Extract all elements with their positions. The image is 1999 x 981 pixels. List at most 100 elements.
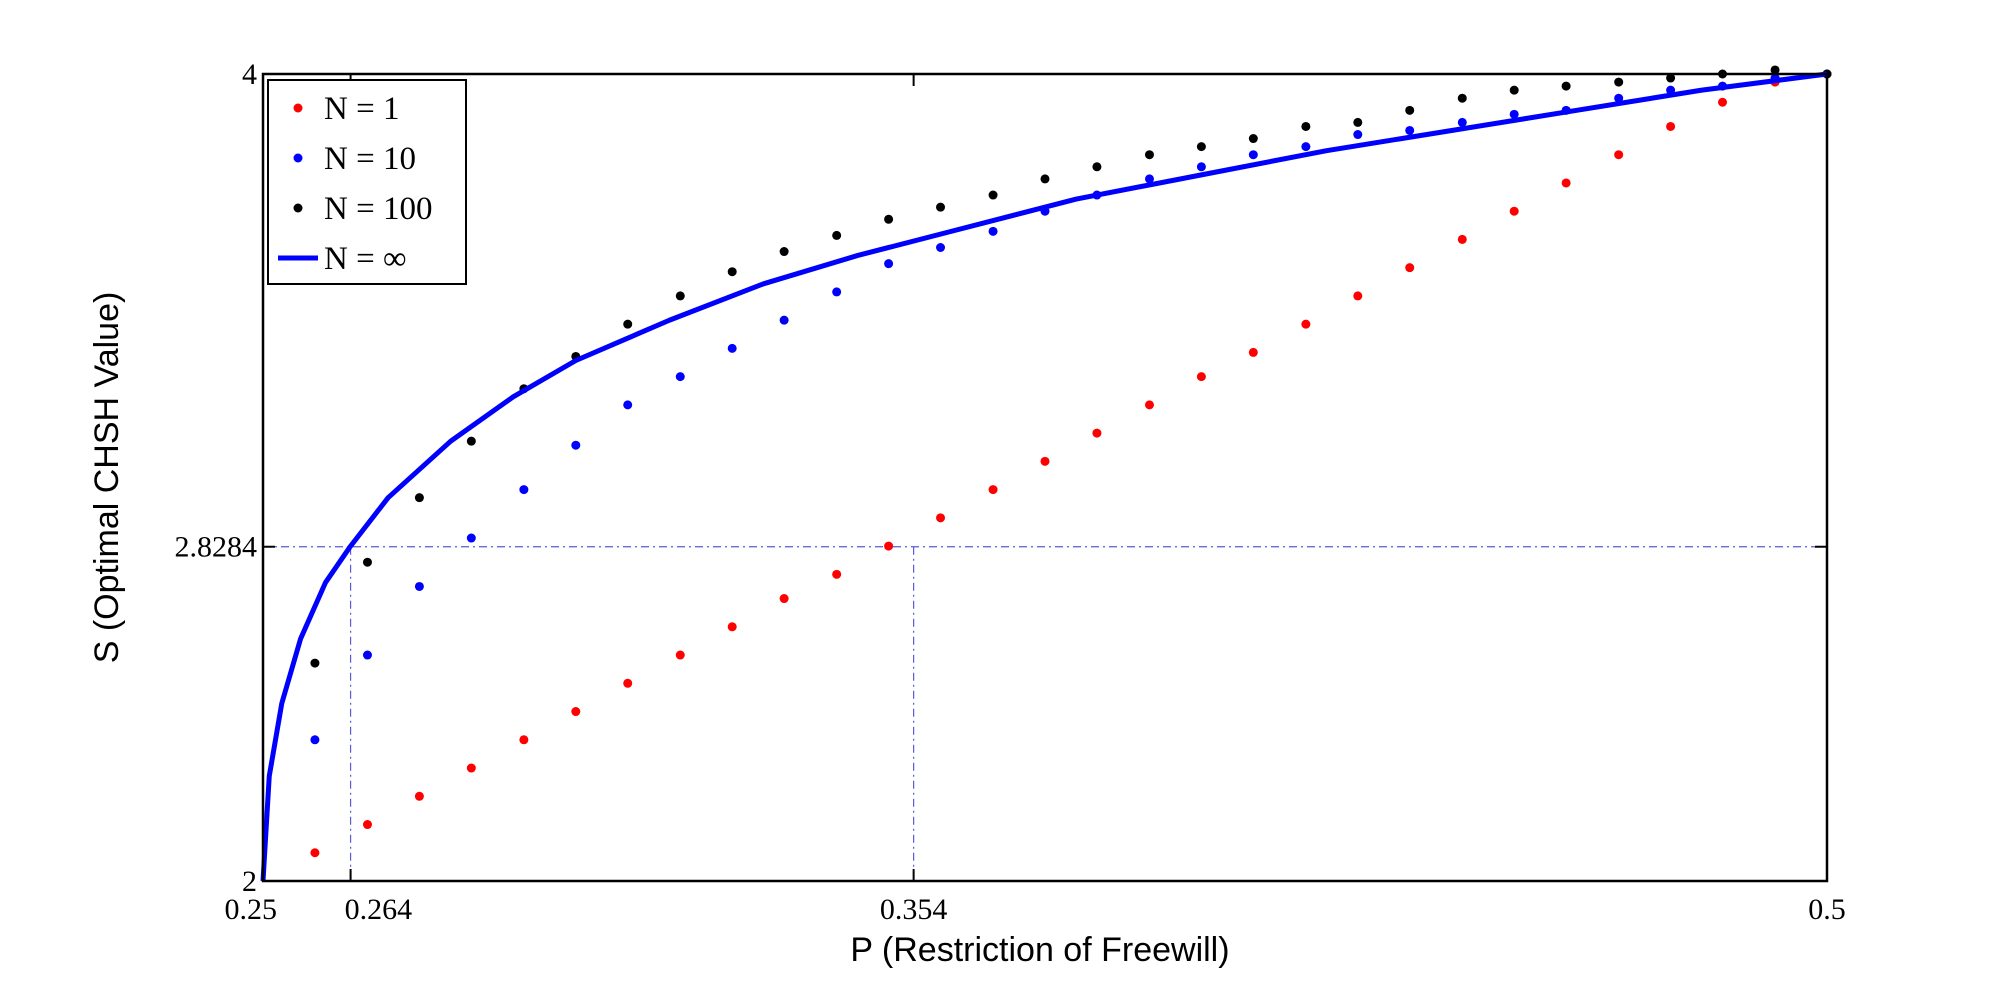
series-line-infinity bbox=[260, 71, 1828, 882]
tick-labels: 0.25 0.264 0.354 0.5 2 2.8284 4 bbox=[175, 58, 1846, 926]
legend-swatch-1 bbox=[293, 153, 303, 163]
point-series-2-15 bbox=[1092, 162, 1102, 172]
point-series-1-22 bbox=[1457, 117, 1467, 127]
point-series-0-9 bbox=[779, 594, 789, 604]
point-series-2-6 bbox=[623, 319, 633, 329]
point-series-0-1 bbox=[362, 820, 372, 830]
x-tick-label-2: 0.354 bbox=[880, 893, 948, 926]
plot-frame bbox=[261, 72, 1829, 883]
legend-box bbox=[267, 79, 467, 285]
point-series-0-21 bbox=[1405, 263, 1415, 273]
x-tick-label-0: 0.25 bbox=[225, 893, 278, 926]
point-series-2-23 bbox=[1509, 85, 1519, 95]
y-tick-label-1: 2.8284 bbox=[175, 531, 258, 564]
axis-ticks bbox=[262, 73, 1828, 882]
point-series-0-15 bbox=[1092, 428, 1102, 438]
point-series-1-7 bbox=[675, 372, 685, 382]
point-series-0-4 bbox=[519, 735, 529, 745]
point-series-2-26 bbox=[1666, 73, 1676, 83]
point-series-0-2 bbox=[414, 791, 424, 801]
x-axis-title: P (Restriction of Freewill) bbox=[850, 931, 1229, 969]
series-0 bbox=[310, 69, 1832, 858]
point-series-0-6 bbox=[623, 678, 633, 688]
point-series-0-13 bbox=[988, 485, 998, 495]
series-2 bbox=[310, 65, 1832, 668]
point-series-1-4 bbox=[519, 485, 529, 495]
legend: N = 1 N = 10 N = 100 N = ∞ bbox=[267, 79, 467, 285]
point-series-0-19 bbox=[1301, 319, 1311, 329]
legend-label-2: N = 100 bbox=[324, 191, 432, 227]
point-series-2-7 bbox=[675, 291, 685, 301]
point-series-1-12 bbox=[936, 243, 946, 253]
point-series-2-25 bbox=[1614, 77, 1624, 87]
y-tick-label-2: 4 bbox=[242, 58, 257, 91]
point-series-0-27 bbox=[1718, 97, 1728, 107]
point-series-2-13 bbox=[988, 190, 998, 200]
point-series-2-8 bbox=[727, 267, 737, 277]
point-series-2-20 bbox=[1353, 117, 1363, 127]
point-series-0-16 bbox=[1144, 400, 1154, 410]
point-series-2-1 bbox=[362, 557, 372, 567]
point-series-1-21 bbox=[1405, 125, 1415, 135]
legend-label-0: N = 1 bbox=[324, 91, 399, 127]
point-series-2-3 bbox=[466, 436, 476, 446]
series-layer bbox=[260, 65, 1832, 882]
legend-swatch-2 bbox=[293, 203, 303, 213]
point-series-1-20 bbox=[1353, 130, 1363, 140]
point-series-1-10 bbox=[832, 287, 842, 297]
point-series-2-14 bbox=[1040, 174, 1050, 184]
legend-swatch-0 bbox=[293, 103, 303, 113]
point-series-1-1 bbox=[362, 650, 372, 660]
point-series-1-19 bbox=[1301, 142, 1311, 152]
point-series-1-2 bbox=[414, 581, 424, 591]
legend-label-1: N = 10 bbox=[324, 141, 416, 177]
point-series-1-18 bbox=[1248, 150, 1258, 160]
point-series-0-7 bbox=[675, 650, 685, 660]
point-series-2-17 bbox=[1196, 142, 1206, 152]
point-series-2-11 bbox=[884, 214, 894, 224]
point-series-0-8 bbox=[727, 622, 737, 632]
point-series-0-0 bbox=[310, 848, 320, 858]
point-series-0-22 bbox=[1457, 234, 1467, 244]
point-series-0-23 bbox=[1509, 206, 1519, 216]
point-series-0-26 bbox=[1666, 121, 1676, 131]
point-series-1-9 bbox=[779, 315, 789, 325]
point-series-1-16 bbox=[1144, 174, 1154, 184]
legend-label-3: N = ∞ bbox=[324, 241, 406, 277]
point-series-2-28 bbox=[1770, 65, 1780, 75]
point-series-0-20 bbox=[1353, 291, 1363, 301]
point-series-0-14 bbox=[1040, 456, 1050, 466]
x-tick-label-1: 0.264 bbox=[345, 893, 413, 926]
reference-lines bbox=[263, 546, 1827, 881]
y-axis-title: S (Optimal CHSH Value) bbox=[88, 292, 126, 664]
point-series-1-0 bbox=[310, 735, 320, 745]
point-series-2-16 bbox=[1144, 150, 1154, 160]
point-series-1-23 bbox=[1509, 109, 1519, 119]
point-series-2-12 bbox=[936, 202, 946, 212]
point-series-2-9 bbox=[779, 247, 789, 257]
point-series-2-0 bbox=[310, 658, 320, 668]
point-series-2-24 bbox=[1561, 81, 1571, 91]
point-series-0-18 bbox=[1248, 347, 1258, 357]
point-series-1-8 bbox=[727, 343, 737, 353]
point-series-1-5 bbox=[571, 440, 581, 450]
series-3 bbox=[260, 71, 1828, 882]
point-series-0-24 bbox=[1561, 178, 1571, 188]
point-series-0-5 bbox=[571, 707, 581, 717]
point-series-2-21 bbox=[1405, 105, 1415, 115]
point-series-0-17 bbox=[1196, 372, 1206, 382]
point-series-1-13 bbox=[988, 226, 998, 236]
point-series-0-10 bbox=[832, 569, 842, 579]
series-1 bbox=[310, 69, 1832, 745]
point-series-1-3 bbox=[466, 533, 476, 543]
point-series-1-11 bbox=[884, 259, 894, 269]
point-series-2-10 bbox=[832, 230, 842, 240]
point-series-0-3 bbox=[466, 763, 476, 773]
point-series-2-18 bbox=[1248, 134, 1258, 144]
y-tick-label-0: 2 bbox=[242, 865, 257, 898]
point-series-1-25 bbox=[1614, 93, 1624, 103]
point-series-2-2 bbox=[414, 493, 424, 503]
x-tick-label-3: 0.5 bbox=[1808, 893, 1846, 926]
point-series-2-19 bbox=[1301, 121, 1311, 131]
